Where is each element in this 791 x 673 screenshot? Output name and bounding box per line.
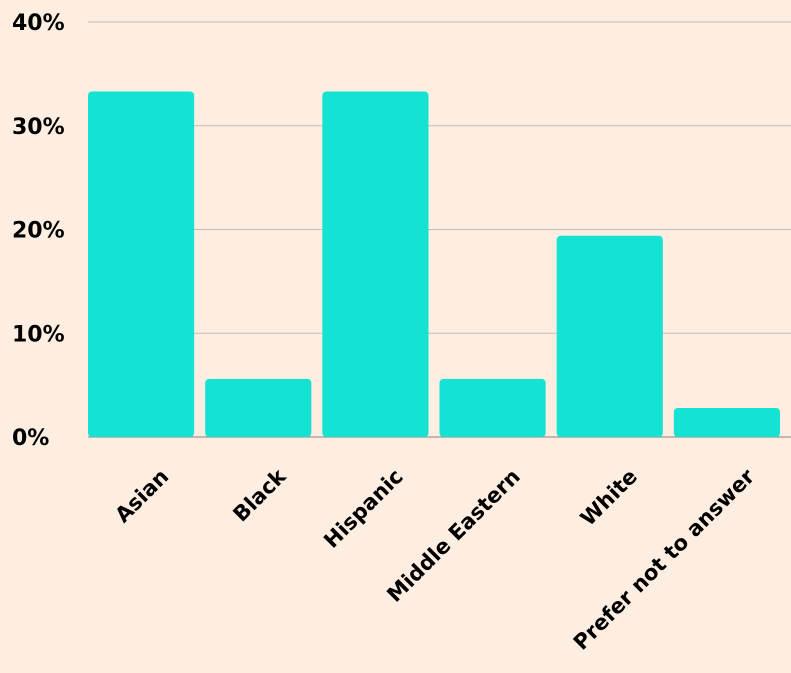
x-category-label: Hispanic (319, 464, 407, 552)
bar-black (205, 378, 312, 437)
x-category-label: Black (228, 464, 291, 527)
y-tick-label: 0% (12, 426, 49, 451)
gridlines (88, 21, 791, 438)
bar-middle-eastern (439, 378, 546, 437)
y-tick-label: 40% (12, 11, 65, 36)
x-category-label: White (576, 464, 642, 530)
y-tick-label: 30% (12, 115, 65, 140)
x-category-label: Middle Eastern (382, 464, 524, 606)
bars (88, 91, 780, 437)
bar-hispanic (322, 91, 429, 437)
y-tick-label: 10% (12, 322, 65, 347)
bar-white (556, 235, 663, 437)
y-axis-tick-labels: 0% 10% 20% 30% 40% (12, 11, 65, 451)
bar-asian (88, 91, 195, 437)
x-category-label: Asian (110, 464, 173, 527)
bar-prefer-not-to-answer (673, 407, 780, 437)
y-tick-label: 20% (12, 219, 65, 244)
